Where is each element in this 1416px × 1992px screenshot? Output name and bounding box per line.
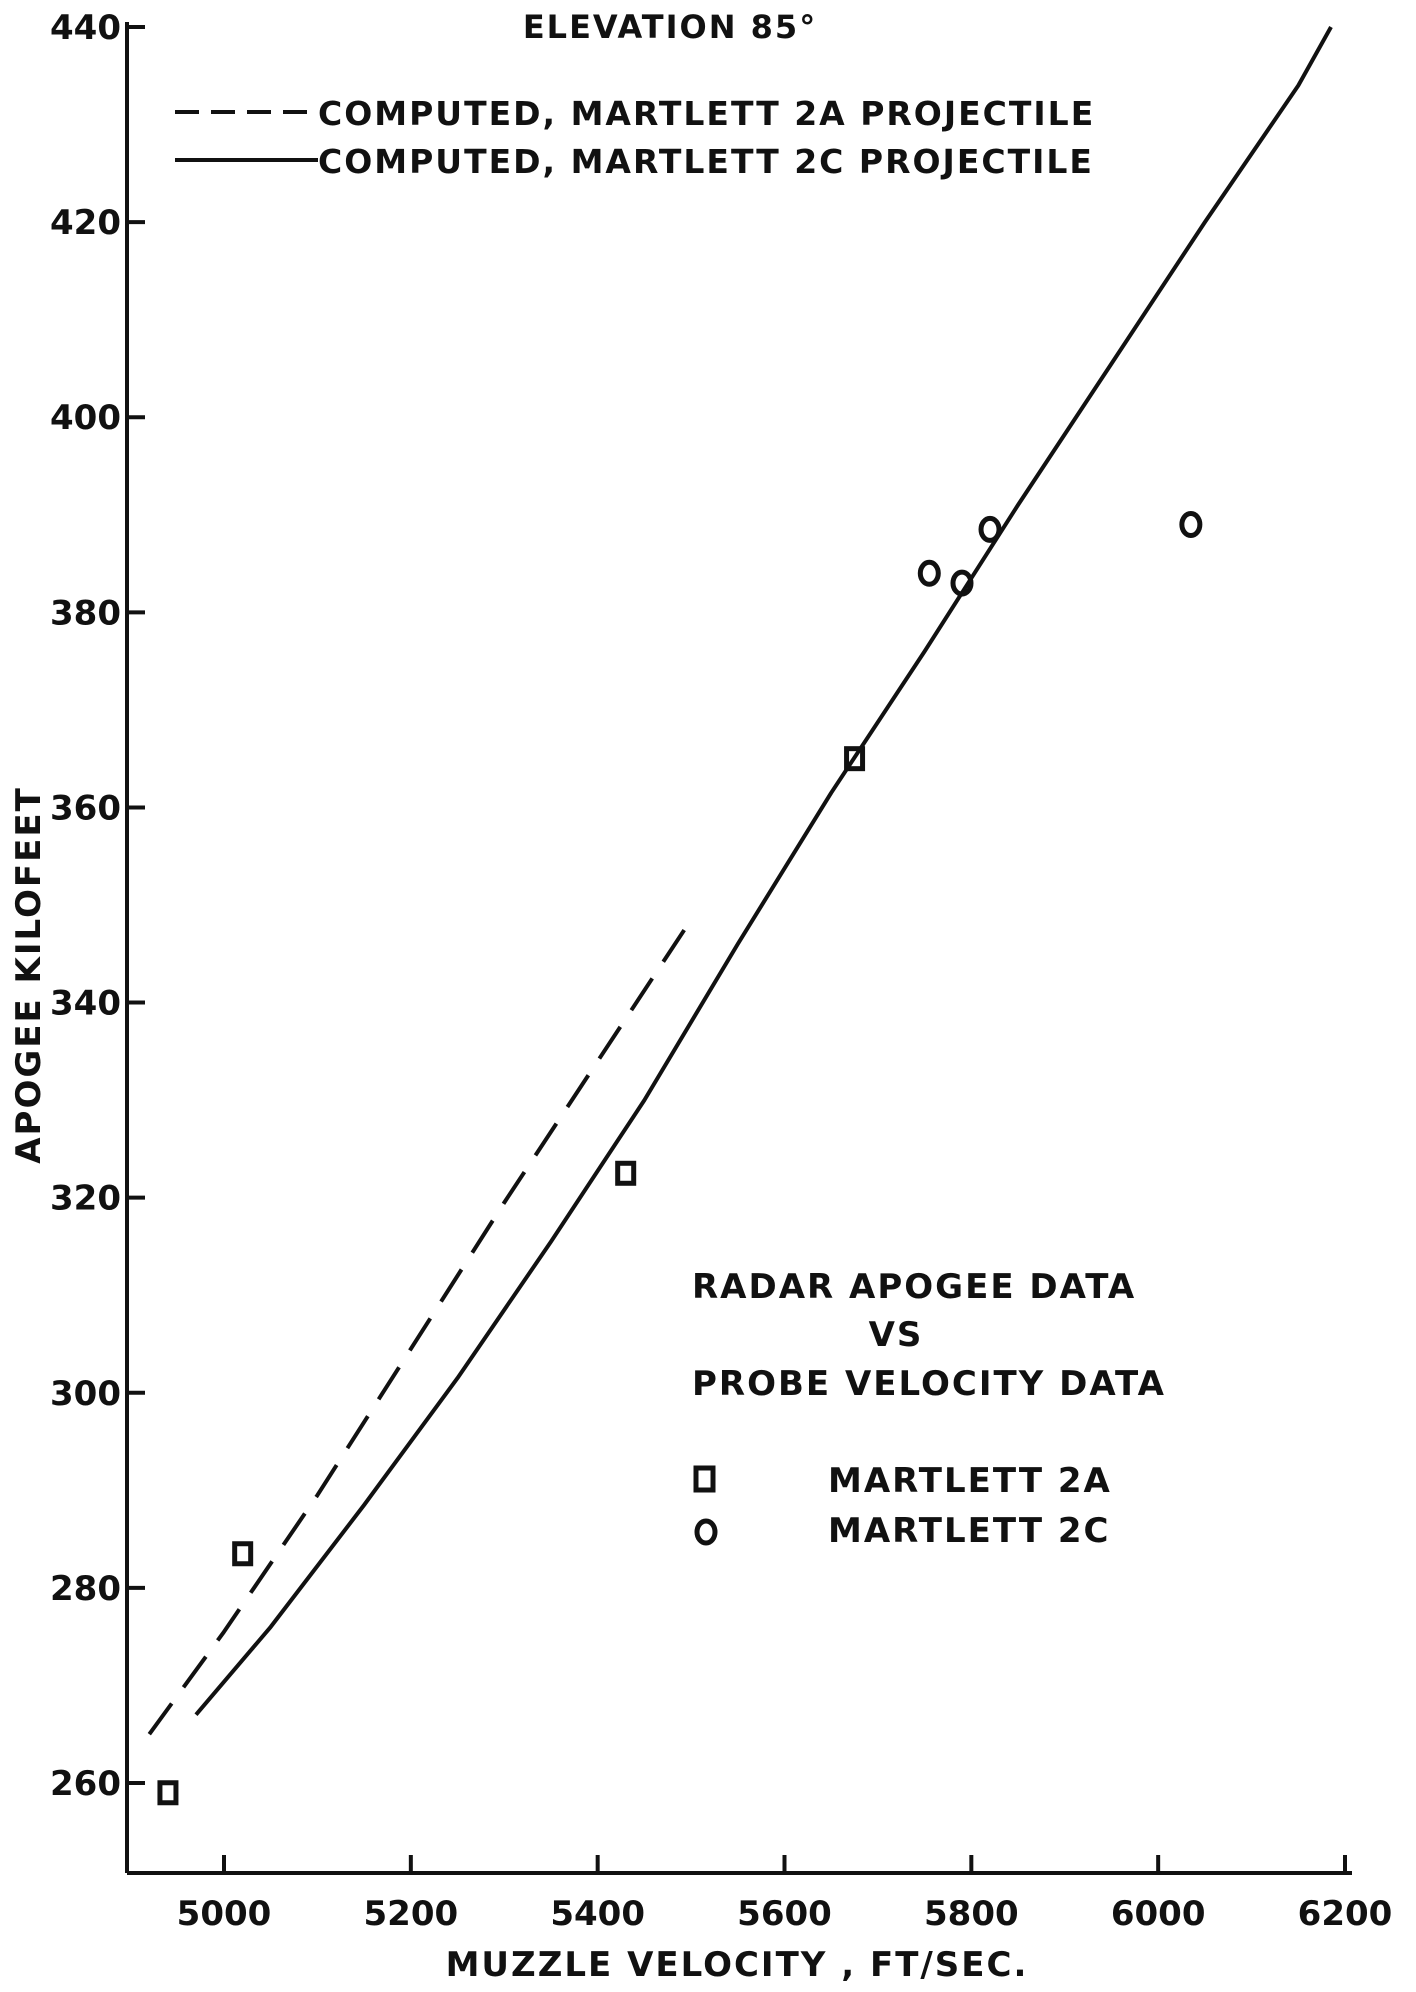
annotation-legend-label-2a: MARTLETT 2A [828, 1461, 1112, 1501]
annotation-legend-square-marker [693, 1465, 716, 1493]
x-tick-label: 5000 [177, 1894, 272, 1934]
computed-curve-2a [147, 918, 693, 1736]
y-tick-label: 340 [50, 984, 121, 1024]
data-point-martlett-2a [232, 1541, 254, 1567]
y-tick-label: 400 [50, 398, 121, 438]
data-point-martlett-2a [157, 1780, 179, 1806]
data-point-martlett-2c [978, 515, 1002, 543]
x-tick-label: 5400 [550, 1894, 645, 1934]
legend: COMPUTED, MARTLETT 2A PROJECTILE COMPUTE… [175, 94, 1095, 181]
y-axis-title: APOGEE KILOFEET [9, 786, 49, 1164]
data-point-martlett-2c [950, 569, 974, 597]
annotation-legend-label-2c: MARTLETT 2C [828, 1511, 1111, 1551]
annotation-box: RADAR APOGEE DATA VS PROBE VELOCITY DATA… [692, 1267, 1166, 1551]
data-point-martlett-2c [1179, 511, 1203, 539]
data-point-martlett-2a [844, 746, 866, 772]
x-tick-label: 5800 [924, 1894, 1019, 1934]
y-tick-label: 260 [50, 1764, 121, 1804]
y-tick-label: 300 [50, 1374, 121, 1414]
annotation-legend-circle-marker [694, 1518, 718, 1546]
x-tick-label: 6200 [1298, 1894, 1393, 1934]
data-point-martlett-2a [615, 1160, 637, 1186]
y-tick-label: 420 [50, 203, 121, 243]
chart-title: ELEVATION 85° [523, 8, 817, 46]
y-tick-label: 280 [50, 1569, 121, 1609]
y-tick-label: 380 [50, 593, 121, 633]
annotation-line-3: PROBE VELOCITY DATA [692, 1364, 1166, 1404]
annotation-line-2: VS [869, 1315, 924, 1355]
x-axis-title: MUZZLE VELOCITY , FT/SEC. [446, 1945, 1029, 1985]
annotation-line-1: RADAR APOGEE DATA [692, 1267, 1136, 1307]
y-tick-label: 360 [50, 788, 121, 828]
axes: 5000 5200 5400 5600 5800 6000 6200 260 280 300 320… [50, 8, 1392, 1934]
computed-curve-2c [194, 26, 1333, 1716]
data-point-martlett-2c [917, 559, 941, 587]
x-tick-label: 5200 [364, 1894, 459, 1934]
x-tick-label: 5600 [737, 1894, 832, 1934]
y-tick-label: 440 [50, 8, 121, 48]
legend-label-2a: COMPUTED, MARTLETT 2A PROJECTILE [318, 94, 1095, 133]
curves [147, 26, 1333, 1736]
legend-label-2c: COMPUTED, MARTLETT 2C PROJECTILE [318, 142, 1094, 181]
x-tick-label: 6000 [1111, 1894, 1206, 1934]
markers [157, 511, 1203, 1806]
y-tick-label: 320 [50, 1179, 121, 1219]
